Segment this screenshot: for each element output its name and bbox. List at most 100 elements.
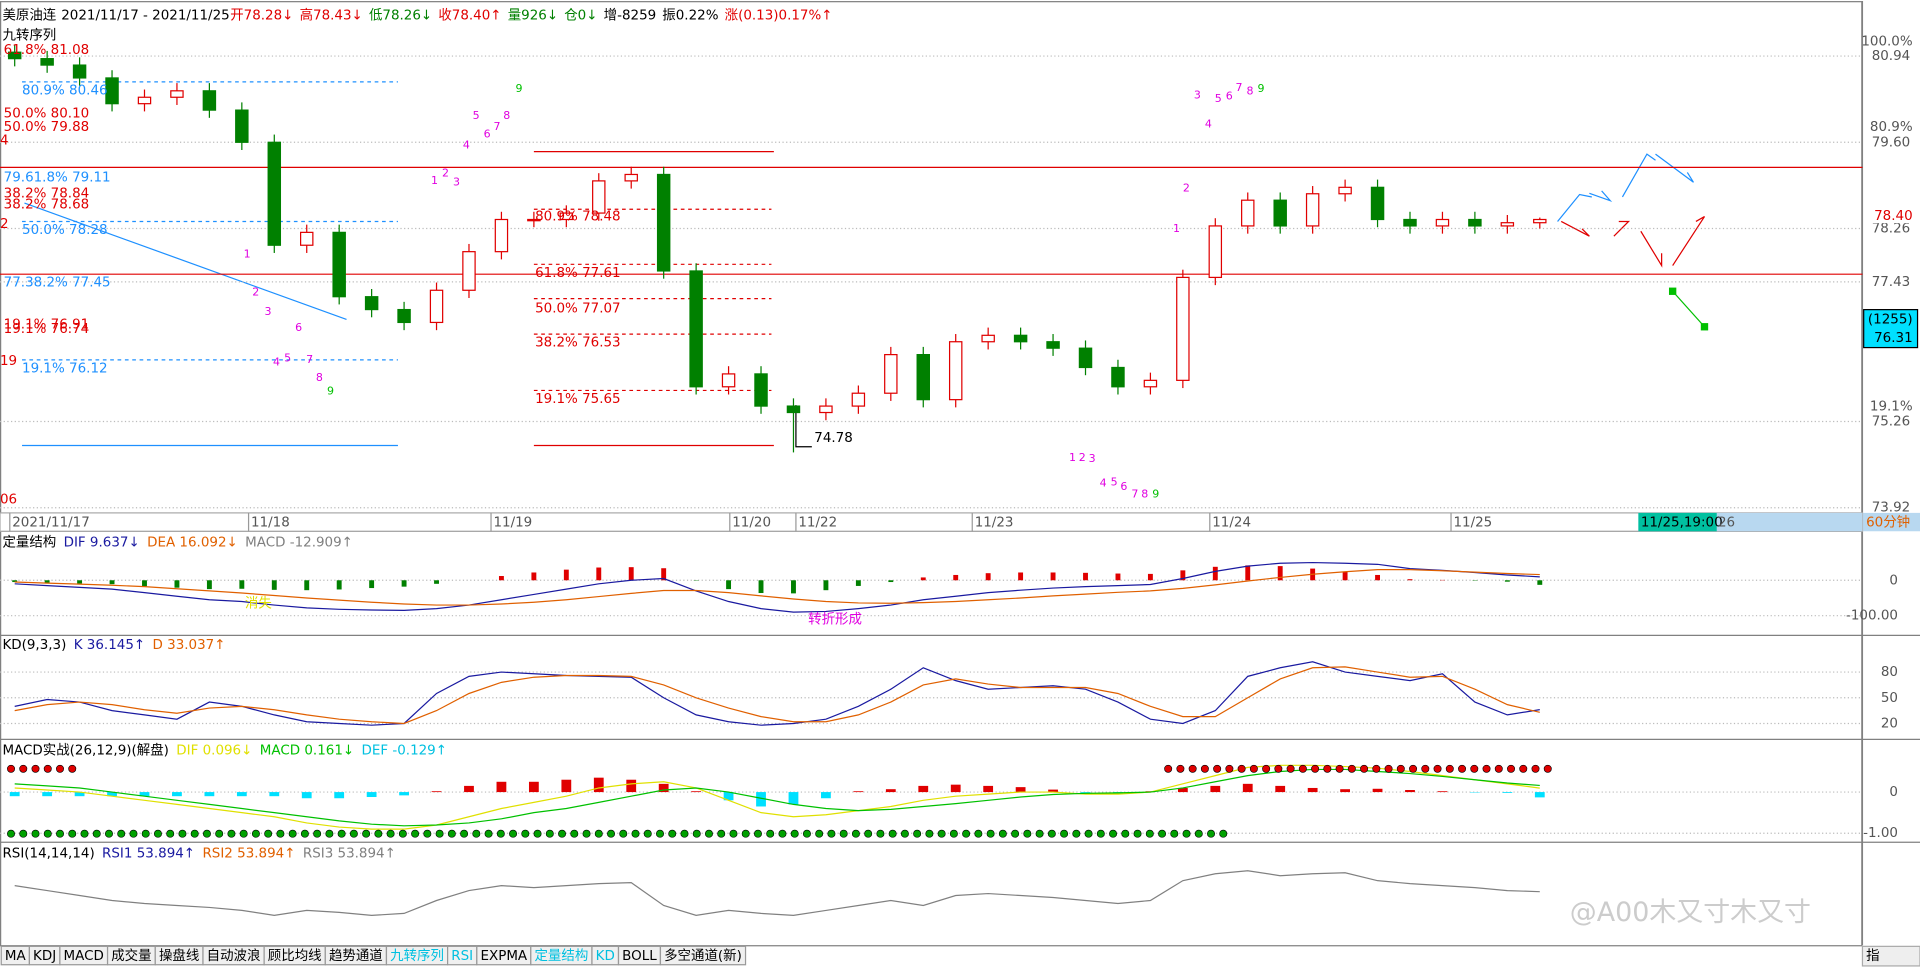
signal-dot	[349, 829, 358, 838]
tab[interactable]: RSI	[447, 945, 478, 966]
histogram-bar	[1307, 787, 1318, 793]
histogram-bar	[1180, 570, 1186, 581]
histogram-bar	[791, 580, 796, 594]
tab-label: 趋势通道	[329, 948, 383, 964]
histogram-bar	[9, 792, 20, 797]
fib-label: 79.61.8% 79.11	[4, 170, 111, 185]
candle-body	[105, 77, 119, 105]
pane-legend: K 36.145↑	[74, 638, 145, 653]
candle-body	[1176, 276, 1190, 381]
signal-dot	[1182, 829, 1191, 838]
y-tick-label: 20	[1881, 716, 1898, 731]
histogram-bar	[823, 580, 829, 591]
date-label: 11/22	[798, 516, 837, 531]
tab[interactable]: MA	[0, 945, 30, 966]
percent-label: 80.9%	[1870, 120, 1913, 135]
tab[interactable]: 趋势通道	[324, 945, 388, 966]
y-tick-label: 79.60	[1872, 135, 1911, 150]
nine-count: 5	[1215, 92, 1222, 105]
signal-dot	[1225, 764, 1234, 773]
nine-count: 1	[244, 248, 251, 261]
y-tick-label: 80	[1881, 665, 1898, 680]
signal-dot	[680, 829, 689, 838]
nine-count: 5	[284, 352, 291, 365]
tab[interactable]: EXPMA	[476, 945, 532, 966]
signal-dot	[790, 829, 799, 838]
signal-dot	[1158, 829, 1167, 838]
signal-dot	[1219, 829, 1228, 838]
tab[interactable]: 多空通道(新)	[659, 945, 747, 966]
candle-body	[916, 353, 930, 401]
tab[interactable]: 九转序列	[385, 945, 449, 966]
signal-dot	[607, 829, 615, 838]
tab[interactable]: 定量结构	[530, 945, 593, 966]
nine-count: 7	[306, 353, 313, 366]
candle-body	[851, 392, 866, 407]
signal-dot	[1433, 764, 1442, 773]
signal-dot	[1458, 764, 1467, 773]
tab[interactable]: 自动波浪	[202, 945, 265, 966]
nine-count: 1	[1173, 222, 1180, 235]
candle-body	[981, 334, 995, 343]
fib-label: 50.0% 80.10	[4, 107, 90, 122]
signal-dot	[533, 829, 542, 838]
candle-body	[1046, 341, 1060, 349]
pane-legend: DIF 0.096↓	[176, 743, 252, 758]
fib-label: 38.2% 78.84	[4, 186, 90, 201]
y-tick-label: 75.26	[1872, 415, 1911, 430]
date-label: 11/25	[1453, 516, 1492, 531]
header-field: 收78.40↑	[438, 8, 501, 24]
tab[interactable]: 操盘线	[154, 945, 204, 966]
signal-dot	[1347, 764, 1356, 773]
histogram-bar	[1437, 791, 1448, 793]
candle-body	[7, 51, 22, 60]
histogram-bar	[399, 792, 409, 796]
histogram-bar	[336, 580, 342, 590]
candle-body	[948, 341, 963, 401]
tab[interactable]: KDJ	[28, 945, 61, 966]
date-label: 11/23	[975, 516, 1014, 531]
nine-count: 6	[1226, 90, 1233, 103]
nine-count: 1	[1069, 451, 1076, 464]
corner-label: 指	[1866, 948, 1879, 964]
signal-dot	[1096, 829, 1105, 838]
note: 消失	[245, 596, 272, 612]
dif-line	[14, 561, 1540, 613]
pane-legend: RSI1 53.894↑	[102, 846, 195, 861]
candle-body	[786, 405, 801, 414]
signal-dot	[1531, 764, 1540, 773]
signal-dot	[1084, 829, 1093, 838]
tab[interactable]: 成交量	[106, 945, 156, 966]
candle-body	[364, 296, 379, 311]
signal-dot	[778, 829, 787, 838]
histogram-bar	[236, 792, 247, 797]
nine-count: 4	[1100, 477, 1107, 490]
header-field: 低78.26↓	[369, 8, 432, 24]
histogram-bar	[885, 789, 896, 793]
signal-dot	[166, 829, 175, 838]
header-field: 开78.28↓	[230, 9, 293, 24]
tab[interactable]: BOLL	[617, 945, 662, 966]
histogram-bar	[561, 779, 572, 793]
signal-dot	[447, 829, 456, 838]
signal-dot	[729, 829, 738, 838]
signal-dot	[496, 829, 505, 838]
tab[interactable]: KD	[591, 945, 620, 966]
tab[interactable]: 顾比均线	[263, 945, 326, 966]
signal-dot	[1421, 764, 1430, 773]
info-box	[1863, 309, 1919, 349]
histogram-bar	[1502, 792, 1513, 793]
tab[interactable]: MACD	[59, 945, 109, 966]
signal-dot	[668, 829, 677, 838]
fib-label: 38.2% 76.53	[535, 336, 621, 351]
signal-dot	[1311, 764, 1320, 773]
candle-body	[202, 90, 217, 111]
tab-label: MACD	[64, 949, 104, 964]
histogram-bar	[1147, 573, 1153, 581]
signal-dot	[472, 829, 481, 838]
nine-count: 4	[273, 355, 280, 368]
signal-dot	[986, 829, 995, 838]
candle-body	[1435, 218, 1450, 227]
signal-dot	[276, 829, 285, 838]
signal-dot	[239, 829, 248, 838]
